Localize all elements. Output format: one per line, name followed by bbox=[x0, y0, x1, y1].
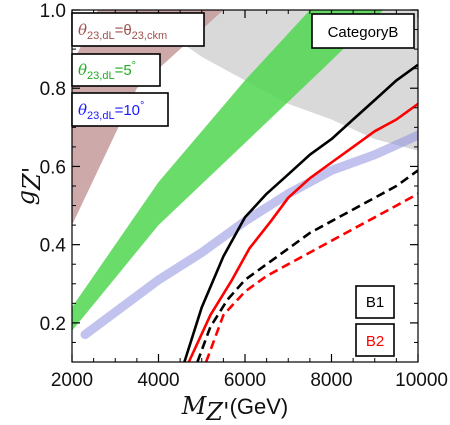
series-line-B2-dashed bbox=[204, 192, 418, 362]
x-axis-title: MZ'(GeV) bbox=[181, 392, 289, 425]
y-tick-label: 0.4 bbox=[40, 236, 67, 257]
region-gray bbox=[72, 10, 418, 362]
y-tick-label: 0.6 bbox=[40, 157, 66, 178]
x-axis-symbol: M bbox=[181, 392, 208, 420]
y-tick-label: 0.8 bbox=[40, 79, 66, 100]
y-tick-label: 0.2 bbox=[40, 314, 66, 335]
series-line-B2-solid bbox=[187, 102, 418, 362]
legend-5deg: θ23,dL=5° bbox=[71, 53, 161, 87]
x-tick-label: 10000 bbox=[395, 370, 448, 391]
y-tick-label: 1.0 bbox=[40, 1, 66, 22]
legend-10deg: θ23,dL=10° bbox=[71, 92, 169, 127]
x-tick-label: 6000 bbox=[224, 370, 266, 391]
y-axis-symbol: g bbox=[12, 190, 40, 205]
legend-B1-label: B1 bbox=[366, 294, 384, 311]
series-layer bbox=[183, 63, 418, 362]
x-tick-label: 4000 bbox=[137, 370, 179, 391]
region-10deg bbox=[80, 130, 418, 340]
x-axis-unit: (GeV) bbox=[230, 394, 289, 419]
category-label: CategoryB bbox=[328, 24, 399, 41]
legend-ckm-text: θ23,dL=θ23,ckm bbox=[78, 21, 167, 42]
y-axis-title: gZ' bbox=[12, 167, 46, 206]
legend-B2-label: B2 bbox=[366, 333, 384, 350]
legend-5deg-text: θ23,dL=5° bbox=[78, 60, 136, 82]
x-tick-label: 8000 bbox=[310, 370, 352, 391]
legend-10deg-text: θ23,dL=10° bbox=[78, 100, 144, 122]
legend-B1: B1 bbox=[355, 285, 395, 319]
legend-ckm: θ23,dL=θ23,ckm bbox=[71, 12, 205, 47]
y-axis-sub: Z' bbox=[18, 167, 46, 191]
legend-B2: B2 bbox=[355, 323, 395, 357]
series-line-B1-solid bbox=[183, 63, 418, 362]
series-line-B1-dashed bbox=[196, 169, 418, 362]
category-label-box: CategoryB bbox=[311, 13, 415, 49]
x-axis-sub: Z' bbox=[205, 398, 229, 425]
x-tick-label: 2000 bbox=[51, 370, 93, 391]
